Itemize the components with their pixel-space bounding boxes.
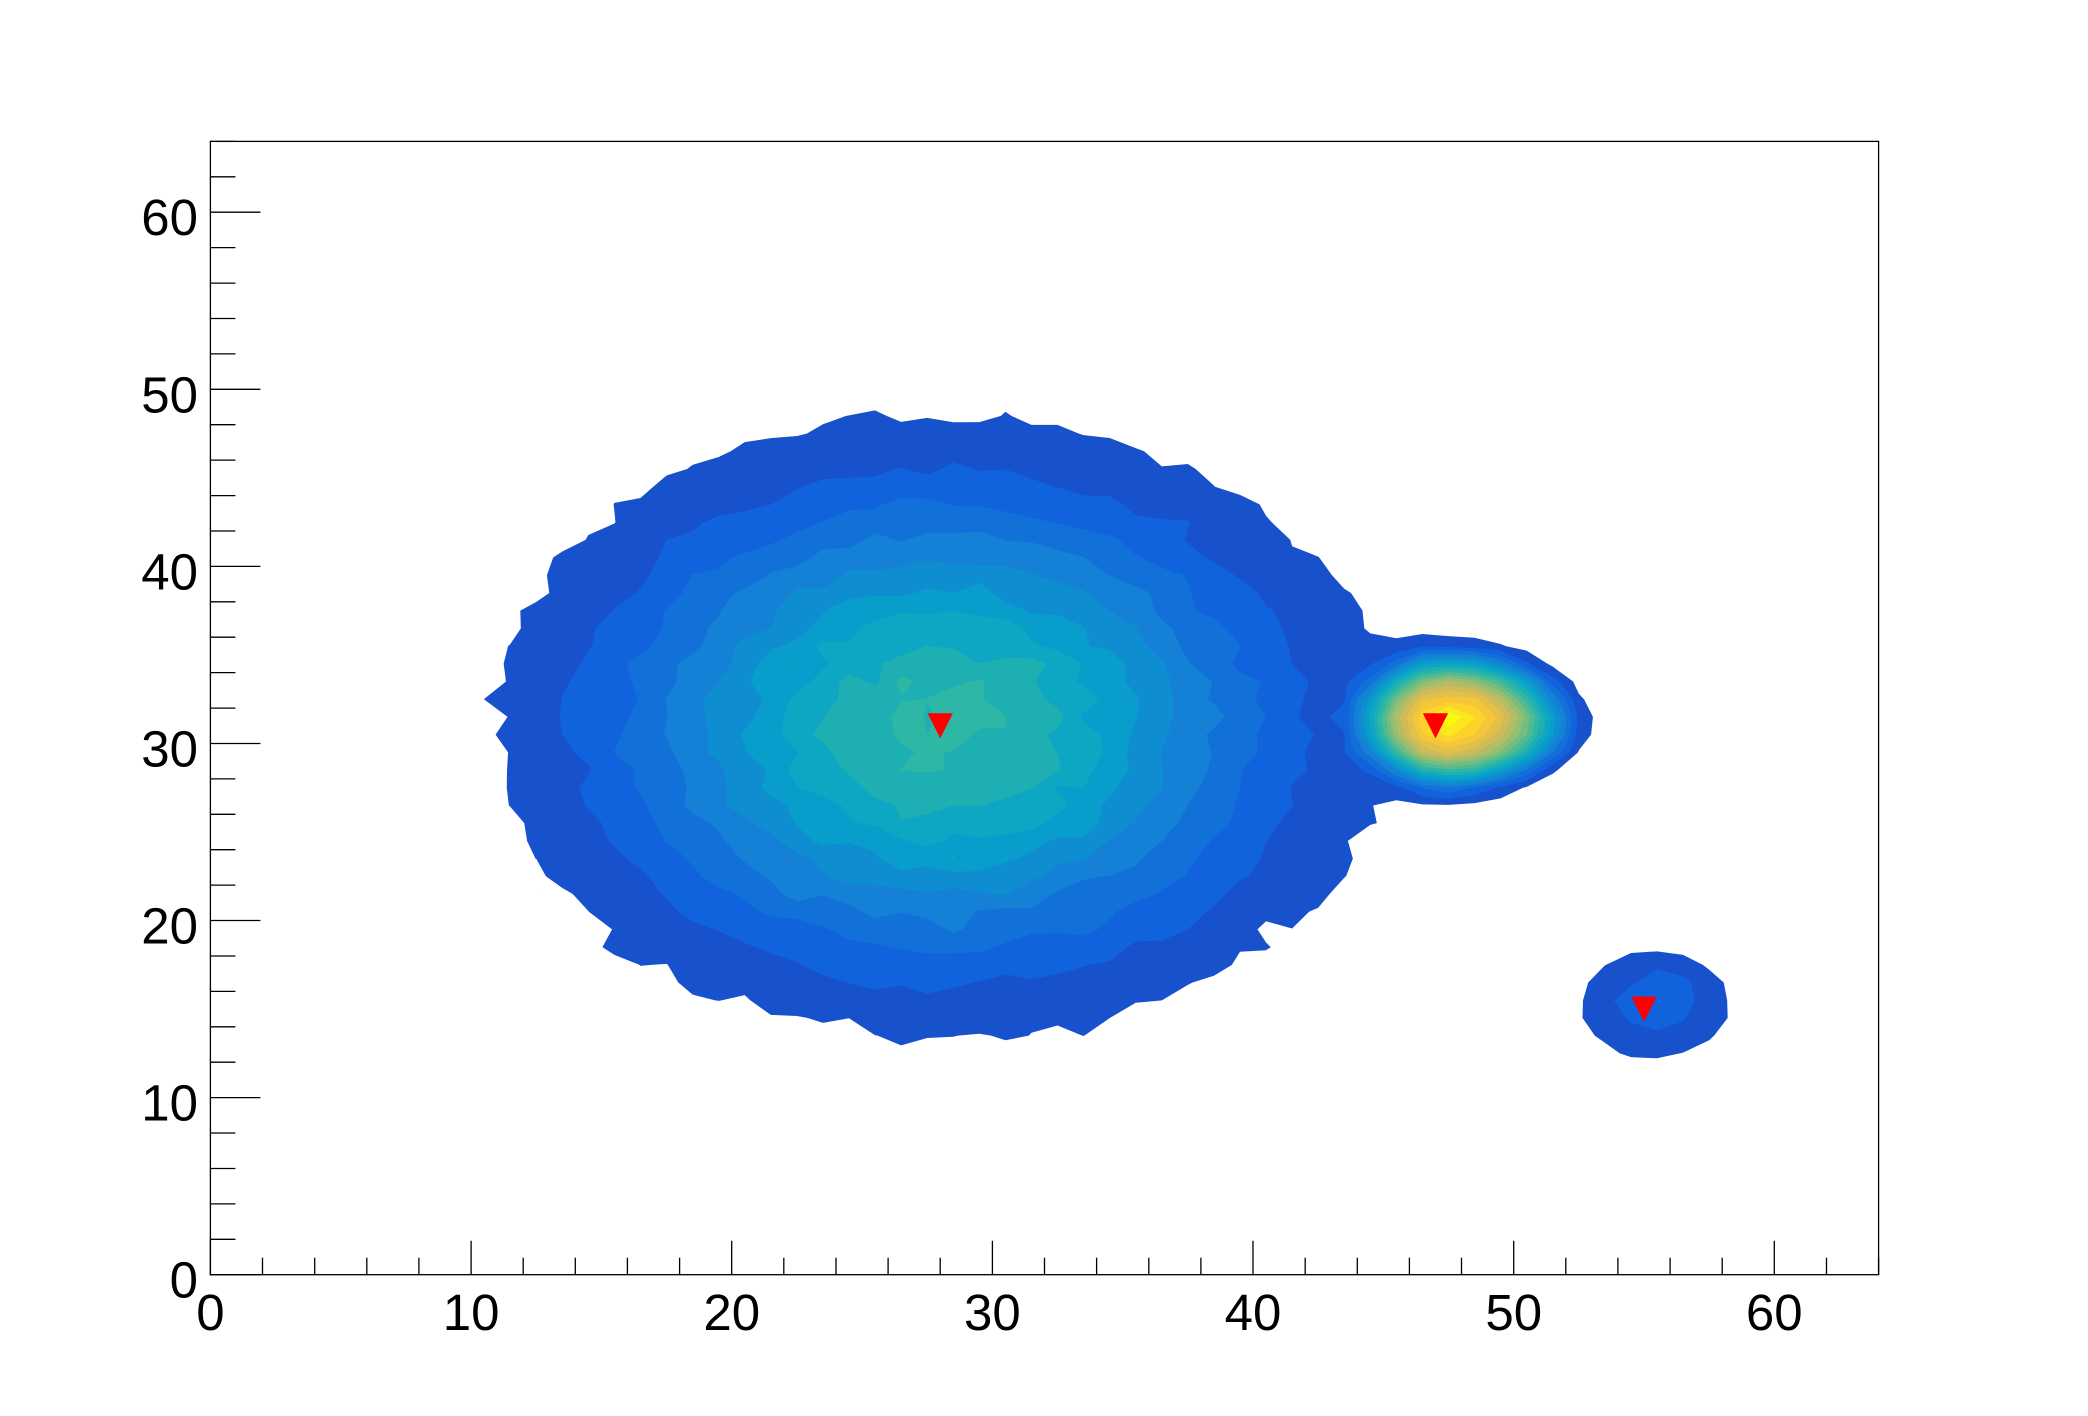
svg-text:50: 50 [141,366,198,423]
svg-text:30: 30 [141,721,198,778]
svg-text:0: 0 [170,1252,198,1309]
svg-text:10: 10 [141,1075,198,1132]
svg-text:20: 20 [703,1284,760,1341]
svg-text:30: 30 [964,1284,1021,1341]
svg-text:60: 60 [1746,1284,1803,1341]
svg-text:20: 20 [141,898,198,955]
svg-text:10: 10 [443,1284,500,1341]
svg-text:40: 40 [141,543,198,600]
svg-text:60: 60 [141,189,198,246]
svg-text:0: 0 [196,1284,224,1341]
svg-text:50: 50 [1485,1284,1542,1341]
svg-text:40: 40 [1225,1284,1282,1341]
